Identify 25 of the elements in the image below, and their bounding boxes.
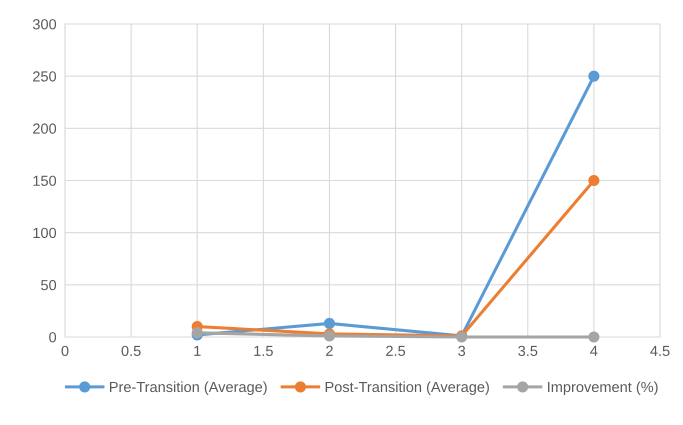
y-tick-label: 250 [33,71,56,82]
point [324,330,335,342]
point [588,331,600,343]
legend-label: Pre-Transition (Average) [110,381,267,396]
point [588,174,600,186]
y-tick-label: 100 [33,228,56,238]
point [588,70,600,82]
x-tick-label: 2 [326,346,333,356]
y-tick-label: 150 [33,176,56,186]
legend-label: Post-Transition (Average) [326,381,489,396]
x-tick-label: 4 [590,346,598,356]
x-tick-label: 1.5 [254,346,273,356]
y-tick-label: 50 [41,280,56,290]
x-tick-label: 1 [194,346,201,356]
x-tick-label: 0 [62,346,68,356]
x-tick-label: 2.5 [386,346,406,356]
x-tick-label: 3.5 [518,346,538,356]
legend-label: Improvement (%) [548,381,658,396]
y-tick-label: 300 [32,19,56,30]
x-tick-label: 4.5 [650,346,670,356]
x-tick-label: 3 [458,346,466,356]
point [324,318,335,329]
y-tick-label: 0 [49,332,56,342]
x-tick-label: 0.5 [122,346,141,356]
y-tick-label: 200 [33,123,56,134]
